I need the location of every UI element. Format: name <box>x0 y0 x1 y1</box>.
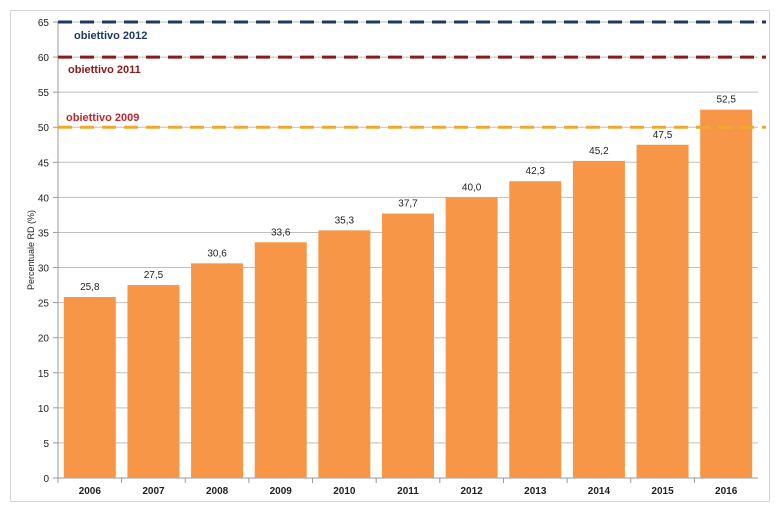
reference-label: obiettivo 2011 <box>68 64 141 76</box>
chart-frame <box>10 10 770 502</box>
bar-2016 <box>700 109 753 478</box>
data-label: 42,3 <box>526 166 546 177</box>
data-label: 40,0 <box>462 182 482 193</box>
data-label: 30,6 <box>207 248 227 259</box>
x-tick-label: 2006 <box>79 486 102 497</box>
y-tick-label: 60 <box>38 53 50 64</box>
bar-2011 <box>382 213 434 478</box>
x-tick-label: 2014 <box>588 486 611 497</box>
data-label: 52,5 <box>716 95 736 106</box>
bar-2009 <box>254 242 307 478</box>
y-tick-label: 5 <box>43 439 49 450</box>
y-axis-label: Percentuale RD (%) <box>26 210 36 290</box>
x-tick-label: 2007 <box>142 486 165 497</box>
y-tick-label: 35 <box>38 228 50 239</box>
y-tick-label: 20 <box>38 334 50 345</box>
y-tick-label: 55 <box>38 88 50 99</box>
reference-label: obiettivo 2012 <box>74 30 147 42</box>
reference-label: obiettivo 2009 <box>66 112 139 124</box>
x-tick-label: 2011 <box>397 486 419 497</box>
y-tick-label: 15 <box>38 369 50 380</box>
y-tick-label: 10 <box>38 404 50 415</box>
bar-2014 <box>572 160 625 479</box>
y-tick-label: 45 <box>38 158 50 169</box>
data-label: 47,5 <box>653 130 673 141</box>
x-tick-label: 2012 <box>461 486 484 497</box>
bar-2012 <box>445 197 498 478</box>
x-tick-label: 2013 <box>524 486 547 497</box>
data-label: 25,8 <box>80 282 100 293</box>
y-tick-label: 0 <box>43 474 49 485</box>
bar-2010 <box>318 230 371 478</box>
x-tick-label: 2008 <box>206 486 229 497</box>
bar-2007 <box>127 285 180 478</box>
x-tick-label: 2009 <box>270 486 293 497</box>
bar-2013 <box>509 181 562 478</box>
y-tick-label: 25 <box>38 299 50 310</box>
y-tick-label: 30 <box>38 264 50 275</box>
data-label: 27,5 <box>144 270 164 281</box>
data-label: 35,3 <box>335 215 355 226</box>
data-label: 37,7 <box>398 199 418 210</box>
data-label: 33,6 <box>271 227 291 238</box>
y-tick-label: 50 <box>38 123 50 134</box>
x-tick-label: 2016 <box>715 486 738 497</box>
bar-2006 <box>63 297 116 478</box>
bar-2015 <box>636 144 689 478</box>
y-tick-label: 40 <box>38 193 50 204</box>
x-tick-label: 2015 <box>651 486 674 497</box>
bar-2008 <box>191 263 244 478</box>
x-tick-label: 2010 <box>333 486 356 497</box>
data-label: 45,2 <box>589 146 609 157</box>
y-tick-label: 65 <box>38 18 50 29</box>
